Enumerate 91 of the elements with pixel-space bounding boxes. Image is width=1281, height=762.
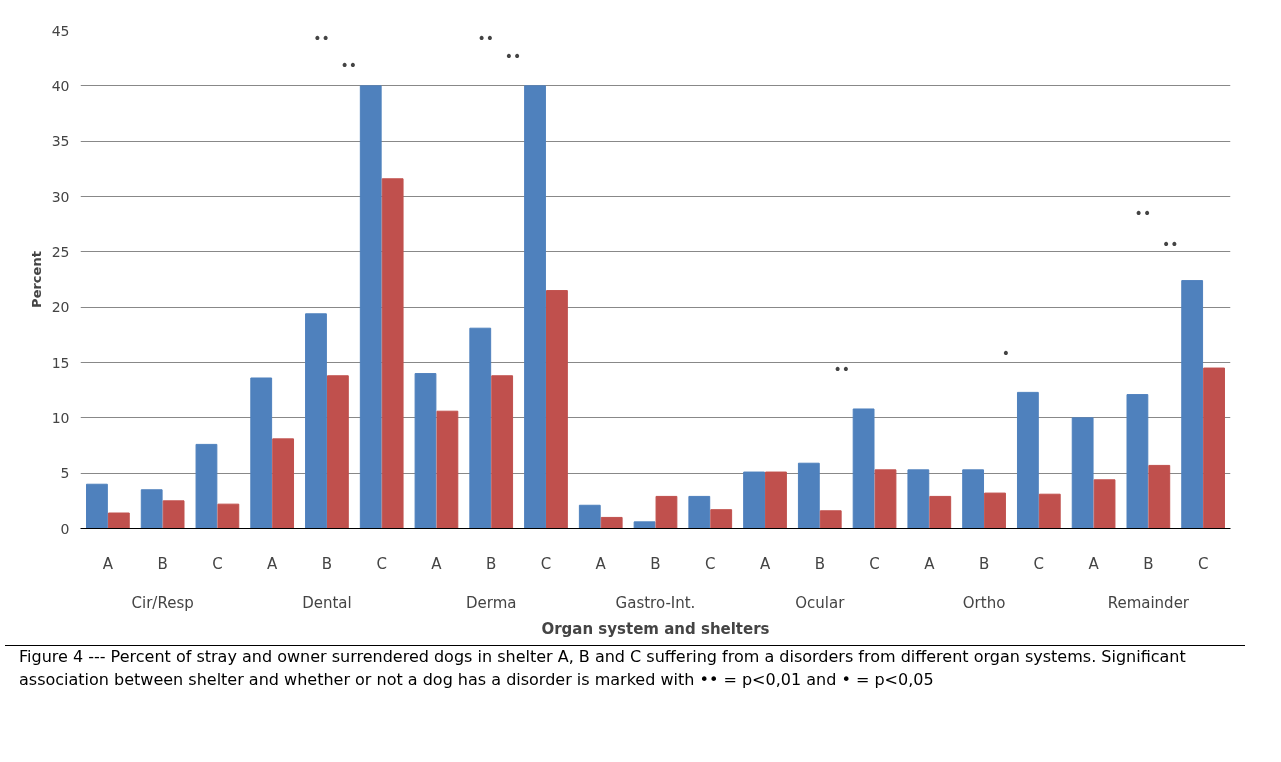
bar	[107, 512, 130, 529]
bar	[326, 375, 349, 529]
annotation: •	[1001, 344, 1011, 361]
bar	[633, 521, 656, 529]
x-tick-label: A	[759, 554, 771, 573]
y-tick-label: 15	[51, 354, 70, 371]
bar	[907, 469, 930, 529]
annotation: ••	[313, 30, 330, 47]
bar	[1071, 417, 1094, 529]
bar	[797, 462, 820, 529]
y-tick-label: 40	[51, 77, 70, 94]
bar	[381, 178, 404, 529]
bar	[1181, 280, 1204, 529]
x-tick-label: A	[924, 554, 936, 573]
x-tick-label: C	[212, 554, 223, 573]
bar	[819, 510, 842, 529]
bar	[469, 327, 492, 529]
bar	[874, 469, 897, 529]
bar	[962, 469, 985, 529]
y-tick-label: 20	[51, 299, 70, 316]
x-tick-label: B	[321, 554, 333, 573]
x-tick-label: B	[157, 554, 168, 573]
text: Remainder	[1107, 593, 1190, 612]
x-tick-label: C	[376, 554, 387, 573]
y-tick-label: 0	[60, 520, 70, 537]
x-tick-label: C	[1197, 554, 1209, 573]
bar	[743, 471, 765, 529]
bar	[578, 504, 601, 529]
bar	[929, 495, 952, 529]
bar	[688, 495, 711, 529]
bar	[1093, 479, 1116, 529]
x-tick-label: A	[595, 554, 607, 573]
x-tick-label: B	[814, 554, 825, 573]
bar	[710, 509, 733, 529]
y-axis-title: Percent	[28, 251, 44, 308]
x-tick-label: B	[1143, 554, 1154, 573]
x-tick-label: C	[869, 554, 880, 573]
bar	[414, 373, 437, 529]
bar	[272, 438, 295, 529]
bar	[86, 483, 108, 529]
x-tick-label: C	[705, 554, 716, 573]
text: Derma	[465, 593, 517, 612]
x-tick-label: A	[267, 554, 279, 573]
x-tick-label: A	[102, 554, 114, 573]
annotation: ••	[1134, 205, 1152, 222]
bar	[1148, 464, 1171, 529]
bar	[250, 377, 273, 529]
caption: Figure 4 --- Percent of stray and owner surrendered dogs in shelter A, B and C suffering from a disorders from different organ systems. Significant association between shelter and whether or not a dog has a disorder is marked with •• = p<0,01 and • = p<0,05	[19, 646, 1187, 691]
y-tick-label: 30	[51, 188, 70, 205]
x-tick-label: B	[978, 554, 990, 573]
annotation: ••	[340, 56, 358, 73]
text: Cir/Resp	[131, 593, 194, 612]
bar	[546, 290, 568, 529]
y-tick-label: 10	[51, 409, 70, 426]
bar	[600, 516, 623, 529]
text: Gastro-Int.	[615, 593, 696, 612]
bar	[524, 85, 546, 529]
x-tick-label: C	[1033, 554, 1045, 573]
y-tick-label: 5	[60, 465, 70, 482]
bar	[217, 503, 240, 529]
y-tick-label: 25	[51, 243, 70, 260]
y-tick-label: 45	[51, 22, 70, 39]
bar	[491, 375, 514, 529]
bar	[765, 471, 787, 529]
bar	[359, 85, 382, 529]
annotation: ••	[477, 30, 494, 47]
bar	[655, 495, 678, 529]
x-tick-label: C	[540, 554, 552, 573]
annotation: ••	[1162, 236, 1179, 253]
bar	[1016, 391, 1039, 529]
bar	[1126, 394, 1149, 529]
bar	[852, 408, 875, 529]
bar	[195, 443, 218, 529]
bar	[436, 410, 459, 529]
annotation: ••	[833, 361, 850, 378]
text: Ortho	[962, 593, 1006, 612]
text: Dental	[302, 593, 352, 612]
x-tick-label: A	[431, 554, 443, 573]
x-axis-title: Organ system and shelters	[541, 619, 770, 638]
bar	[984, 492, 1006, 529]
text: Ocular	[795, 593, 846, 612]
x-tick-label: B	[486, 554, 497, 573]
bar	[1203, 367, 1225, 529]
bar	[162, 500, 185, 529]
bar	[305, 313, 327, 529]
bar	[140, 489, 163, 529]
y-tick-label: 35	[51, 133, 70, 150]
bar	[1038, 493, 1061, 529]
annotation: ••	[504, 47, 522, 64]
x-tick-label: B	[650, 554, 661, 573]
x-tick-label: A	[1088, 554, 1100, 573]
